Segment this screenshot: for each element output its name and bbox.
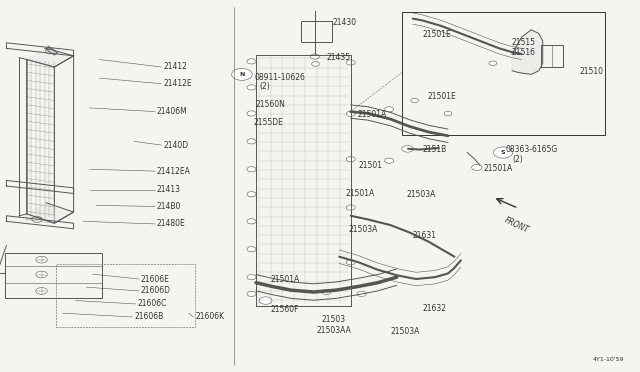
Circle shape bbox=[247, 192, 256, 197]
Text: N: N bbox=[239, 72, 244, 77]
Text: 21501A: 21501A bbox=[357, 110, 387, 119]
Text: 21606C: 21606C bbox=[138, 299, 167, 308]
Polygon shape bbox=[27, 48, 74, 67]
Bar bbox=[402, 12, 605, 135]
Text: FRONT: FRONT bbox=[504, 216, 531, 235]
Text: 08363-6165G: 08363-6165G bbox=[506, 145, 558, 154]
Text: 21632: 21632 bbox=[422, 304, 447, 312]
Circle shape bbox=[247, 85, 256, 90]
Circle shape bbox=[346, 60, 355, 65]
Circle shape bbox=[36, 256, 47, 263]
Text: 21435: 21435 bbox=[326, 53, 351, 62]
Circle shape bbox=[493, 147, 513, 158]
Circle shape bbox=[444, 111, 452, 116]
Text: 21501E: 21501E bbox=[422, 30, 451, 39]
Text: 21501A: 21501A bbox=[483, 164, 513, 173]
Text: 21413: 21413 bbox=[157, 185, 181, 194]
Text: 21501A: 21501A bbox=[270, 275, 300, 283]
Text: 214B0: 214B0 bbox=[157, 202, 181, 211]
Text: 21560N: 21560N bbox=[256, 100, 286, 109]
Circle shape bbox=[346, 157, 355, 162]
Circle shape bbox=[385, 158, 394, 163]
Text: 21501A: 21501A bbox=[346, 189, 375, 198]
Circle shape bbox=[312, 62, 319, 66]
Text: 21606D: 21606D bbox=[141, 286, 171, 295]
Text: 21503: 21503 bbox=[321, 315, 346, 324]
Text: 21501: 21501 bbox=[358, 161, 383, 170]
Circle shape bbox=[411, 98, 419, 103]
Circle shape bbox=[472, 164, 482, 170]
Text: 21406M: 21406M bbox=[157, 107, 188, 116]
Circle shape bbox=[247, 291, 256, 296]
Text: 4Y1-10'59: 4Y1-10'59 bbox=[593, 357, 624, 362]
Circle shape bbox=[247, 167, 256, 172]
Text: (2): (2) bbox=[512, 155, 523, 164]
Circle shape bbox=[357, 291, 366, 296]
Circle shape bbox=[346, 111, 355, 116]
Text: 21412EA: 21412EA bbox=[157, 167, 191, 176]
Circle shape bbox=[259, 297, 272, 304]
Circle shape bbox=[247, 219, 256, 224]
Text: 21631: 21631 bbox=[413, 231, 437, 240]
Circle shape bbox=[36, 288, 47, 294]
Text: 21430: 21430 bbox=[333, 18, 357, 27]
Bar bbox=[301, 21, 332, 42]
Text: 2151B: 2151B bbox=[422, 145, 447, 154]
Circle shape bbox=[310, 54, 319, 59]
Polygon shape bbox=[27, 203, 74, 223]
Circle shape bbox=[346, 205, 355, 210]
Text: 21412E: 21412E bbox=[163, 79, 192, 88]
Text: 21480E: 21480E bbox=[157, 219, 186, 228]
Circle shape bbox=[322, 289, 331, 295]
Text: 21516: 21516 bbox=[512, 48, 536, 57]
Text: (2): (2) bbox=[259, 82, 270, 91]
Circle shape bbox=[247, 139, 256, 144]
Circle shape bbox=[489, 61, 497, 65]
Circle shape bbox=[36, 271, 47, 278]
Circle shape bbox=[247, 275, 256, 280]
Text: 21515: 21515 bbox=[512, 38, 536, 47]
Text: 21606B: 21606B bbox=[134, 312, 164, 321]
Text: 21503A: 21503A bbox=[406, 190, 436, 199]
Text: 21510: 21510 bbox=[579, 67, 604, 76]
Text: 21606E: 21606E bbox=[141, 275, 170, 283]
Circle shape bbox=[247, 247, 256, 252]
Circle shape bbox=[346, 260, 355, 265]
Text: 08911-10626: 08911-10626 bbox=[254, 73, 305, 81]
Text: 21503A: 21503A bbox=[349, 225, 378, 234]
Text: S: S bbox=[500, 150, 506, 155]
Text: 21503AA: 21503AA bbox=[317, 326, 351, 335]
Circle shape bbox=[247, 111, 256, 116]
Text: 21560F: 21560F bbox=[270, 305, 299, 314]
Circle shape bbox=[247, 59, 256, 64]
Circle shape bbox=[402, 145, 413, 152]
Text: 2155DE: 2155DE bbox=[253, 118, 284, 126]
Text: 2140D: 2140D bbox=[163, 141, 188, 150]
Text: 21503A: 21503A bbox=[390, 327, 420, 336]
Polygon shape bbox=[512, 30, 543, 74]
Text: 21501E: 21501E bbox=[428, 92, 456, 101]
Text: 21606K: 21606K bbox=[195, 312, 225, 321]
Circle shape bbox=[385, 107, 394, 112]
Circle shape bbox=[232, 68, 252, 80]
Text: 21412: 21412 bbox=[163, 62, 187, 71]
